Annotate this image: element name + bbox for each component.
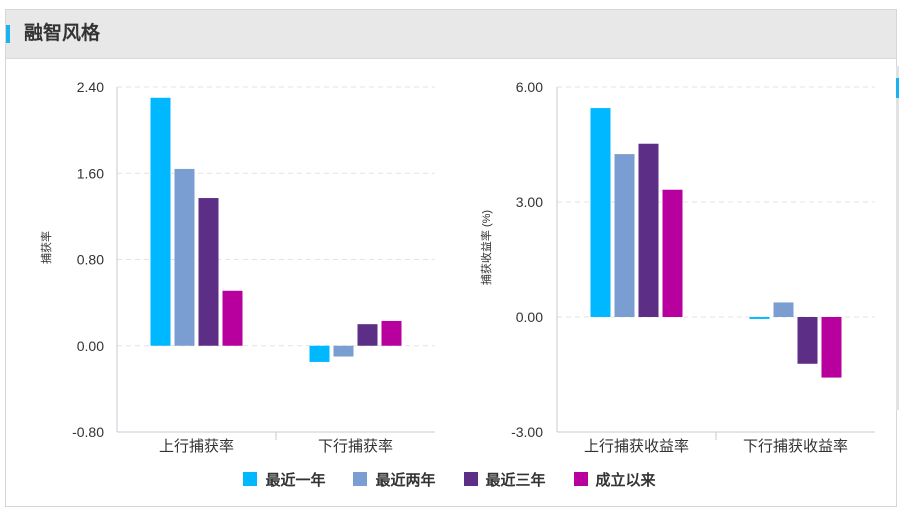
bar (773, 302, 794, 317)
legend-item-2y[interactable]: 最近两年 (353, 467, 436, 491)
chart-legend: 最近一年 最近两年 最近三年 成立以来 (0, 467, 899, 491)
y-axis-title: 捕获率 (39, 231, 53, 264)
bar (357, 324, 378, 346)
bar (222, 290, 243, 346)
panel-header: 融智风格 (6, 10, 896, 59)
legend-label: 最近两年 (375, 471, 436, 489)
bar (614, 154, 635, 317)
bar (590, 108, 611, 317)
bar (821, 317, 842, 378)
legend-swatch (353, 472, 368, 486)
next-panel-edge (896, 66, 899, 410)
y-tick-label: -3.00 (511, 424, 543, 440)
bar (309, 345, 330, 362)
y-tick-label: 3.00 (516, 194, 543, 210)
header-accent-bar (6, 25, 10, 43)
legend-item-1y[interactable]: 最近一年 (243, 467, 325, 491)
legend-swatch (243, 472, 258, 486)
y-tick-label: 6.00 (516, 79, 543, 95)
y-tick-label: 0.80 (77, 252, 104, 268)
x-category-label: 上行捕获率 (159, 438, 234, 455)
legend-item-since-inception[interactable]: 成立以来 (573, 467, 656, 491)
bar (381, 320, 402, 346)
y-axis-title: 捕获收益率 (%) (479, 210, 493, 285)
y-tick-label: 0.00 (516, 309, 543, 325)
y-tick-label: 0.00 (77, 338, 104, 354)
y-tick-label: 2.40 (77, 79, 104, 95)
bar (638, 143, 659, 317)
x-category-label: 上行捕获收益率 (584, 438, 689, 455)
bar (174, 168, 195, 346)
y-tick-label: 1.60 (77, 165, 104, 181)
legend-swatch (573, 472, 588, 486)
bar (333, 345, 354, 357)
legend-label: 最近三年 (485, 471, 546, 489)
legend-item-3y[interactable]: 最近三年 (463, 467, 546, 491)
bar (797, 317, 818, 364)
next-panel-edge-accent (896, 78, 899, 98)
legend-label: 最近一年 (265, 471, 326, 489)
bar (150, 97, 171, 346)
y-tick-label: -0.80 (72, 424, 104, 440)
x-category-label: 下行捕获率 (318, 438, 393, 455)
legend-swatch (463, 472, 478, 486)
x-category-label: 下行捕获收益率 (743, 438, 848, 455)
bar (662, 189, 683, 317)
bar (749, 317, 770, 319)
bar (198, 198, 219, 346)
panel-title: 融智风格 (24, 23, 101, 44)
legend-label: 成立以来 (595, 471, 656, 489)
